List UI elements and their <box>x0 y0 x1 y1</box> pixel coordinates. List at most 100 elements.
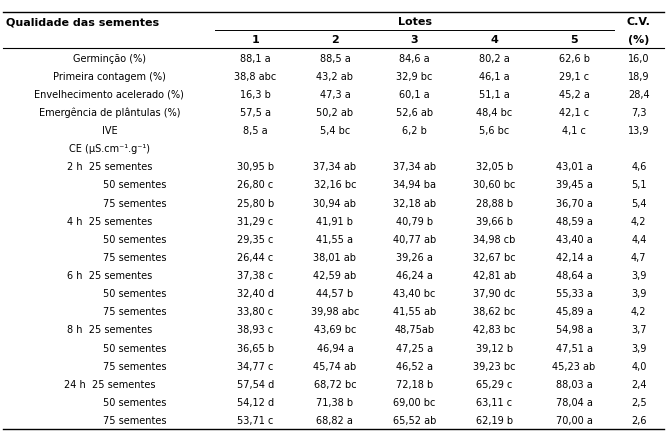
Text: 42,14 a: 42,14 a <box>556 252 592 262</box>
Text: 45,74 ab: 45,74 ab <box>313 361 357 371</box>
Text: 30,60 bc: 30,60 bc <box>473 180 516 190</box>
Text: 38,8 abc: 38,8 abc <box>234 71 276 81</box>
Text: 60,1 a: 60,1 a <box>400 89 430 99</box>
Text: 68,82 a: 68,82 a <box>316 415 354 425</box>
Text: C.V.: C.V. <box>627 17 651 27</box>
Text: 37,34 ab: 37,34 ab <box>393 162 436 172</box>
Text: 33,80 c: 33,80 c <box>237 307 273 317</box>
Text: 4,6: 4,6 <box>631 162 646 172</box>
Text: 28,4: 28,4 <box>628 89 650 99</box>
Text: 4,2: 4,2 <box>631 216 646 226</box>
Text: 3,9: 3,9 <box>631 343 646 353</box>
Text: 55,33 a: 55,33 a <box>556 289 592 299</box>
Text: 50 sementes: 50 sementes <box>103 343 167 353</box>
Text: 42,59 ab: 42,59 ab <box>313 271 357 280</box>
Text: 24 h  25 sementes: 24 h 25 sementes <box>63 379 155 389</box>
Text: 8,5 a: 8,5 a <box>243 126 267 136</box>
Text: 34,77 c: 34,77 c <box>237 361 273 371</box>
Text: 4,7: 4,7 <box>631 252 646 262</box>
Text: 32,67 bc: 32,67 bc <box>473 252 516 262</box>
Text: 46,52 a: 46,52 a <box>396 361 433 371</box>
Text: 40,79 b: 40,79 b <box>396 216 433 226</box>
Text: 6,2 b: 6,2 b <box>402 126 427 136</box>
Text: 41,55 a: 41,55 a <box>316 234 354 244</box>
Text: CE (μS.cm⁻¹.g⁻¹): CE (μS.cm⁻¹.g⁻¹) <box>69 144 150 154</box>
Text: 65,52 ab: 65,52 ab <box>393 415 436 425</box>
Text: 45,23 ab: 45,23 ab <box>552 361 596 371</box>
Text: 2: 2 <box>331 35 339 45</box>
Text: Emergência de plântulas (%): Emergência de plântulas (%) <box>39 107 180 118</box>
Text: Lotes: Lotes <box>398 17 432 27</box>
Text: 50,2 ab: 50,2 ab <box>316 108 354 118</box>
Text: 2,5: 2,5 <box>631 397 646 407</box>
Text: 54,98 a: 54,98 a <box>556 325 592 335</box>
Text: 26,44 c: 26,44 c <box>237 252 273 262</box>
Text: 4 h  25 sementes: 4 h 25 sementes <box>67 216 152 226</box>
Text: 84,6 a: 84,6 a <box>400 53 430 64</box>
Text: 72,18 b: 72,18 b <box>396 379 434 389</box>
Text: 30,95 b: 30,95 b <box>237 162 273 172</box>
Text: Envelhecimento acelerado (%): Envelhecimento acelerado (%) <box>35 89 184 99</box>
Text: 75 sementes: 75 sementes <box>103 198 167 208</box>
Text: 50 sementes: 50 sementes <box>103 180 167 190</box>
Text: 34,98 cb: 34,98 cb <box>473 234 516 244</box>
Text: 29,1 c: 29,1 c <box>559 71 589 81</box>
Text: 3,9: 3,9 <box>631 271 646 280</box>
Text: 38,93 c: 38,93 c <box>237 325 273 335</box>
Text: 36,65 b: 36,65 b <box>237 343 273 353</box>
Text: 5,1: 5,1 <box>631 180 646 190</box>
Text: 69,00 bc: 69,00 bc <box>394 397 436 407</box>
Text: 52,6 ab: 52,6 ab <box>396 108 433 118</box>
Text: 32,16 bc: 32,16 bc <box>313 180 356 190</box>
Text: 50 sementes: 50 sementes <box>103 234 167 244</box>
Text: 29,35 c: 29,35 c <box>237 234 273 244</box>
Text: 75 sementes: 75 sementes <box>103 361 167 371</box>
Text: 75 sementes: 75 sementes <box>103 415 167 425</box>
Text: 57,54 d: 57,54 d <box>237 379 274 389</box>
Text: 47,3 a: 47,3 a <box>319 89 350 99</box>
Text: 38,01 ab: 38,01 ab <box>313 252 356 262</box>
Text: 26,80 c: 26,80 c <box>237 180 273 190</box>
Text: 57,5 a: 57,5 a <box>239 108 271 118</box>
Text: 80,2 a: 80,2 a <box>479 53 510 64</box>
Text: 51,1 a: 51,1 a <box>479 89 510 99</box>
Text: 32,05 b: 32,05 b <box>476 162 513 172</box>
Text: 43,2 ab: 43,2 ab <box>316 71 354 81</box>
Text: Qualidade das sementes: Qualidade das sementes <box>6 17 159 27</box>
Text: 63,11 c: 63,11 c <box>476 397 512 407</box>
Text: 8 h  25 sementes: 8 h 25 sementes <box>67 325 152 335</box>
Text: 5,4 bc: 5,4 bc <box>319 126 350 136</box>
Text: 28,88 b: 28,88 b <box>476 198 513 208</box>
Text: Primeira contagem (%): Primeira contagem (%) <box>53 71 166 81</box>
Text: 1: 1 <box>251 35 259 45</box>
Text: 37,90 dc: 37,90 dc <box>473 289 516 299</box>
Text: 13,9: 13,9 <box>628 126 650 136</box>
Text: 32,40 d: 32,40 d <box>237 289 273 299</box>
Text: 32,9 bc: 32,9 bc <box>396 71 433 81</box>
Text: 41,55 ab: 41,55 ab <box>393 307 436 317</box>
Text: 46,94 a: 46,94 a <box>317 343 354 353</box>
Text: 45,89 a: 45,89 a <box>556 307 592 317</box>
Text: 30,94 ab: 30,94 ab <box>313 198 356 208</box>
Text: 16,0: 16,0 <box>628 53 650 64</box>
Text: 53,71 c: 53,71 c <box>237 415 273 425</box>
Text: 65,29 c: 65,29 c <box>476 379 512 389</box>
Text: 38,62 bc: 38,62 bc <box>473 307 516 317</box>
Text: (%): (%) <box>628 35 650 45</box>
Text: 2,4: 2,4 <box>631 379 646 389</box>
Text: 39,23 bc: 39,23 bc <box>473 361 516 371</box>
Text: 46,1 a: 46,1 a <box>479 71 510 81</box>
Text: 4,0: 4,0 <box>631 361 646 371</box>
Text: 3: 3 <box>411 35 418 45</box>
Text: 25,80 b: 25,80 b <box>237 198 274 208</box>
Text: 54,12 d: 54,12 d <box>237 397 273 407</box>
Text: 42,1 c: 42,1 c <box>559 108 589 118</box>
Text: 39,98 abc: 39,98 abc <box>311 307 359 317</box>
Text: 36,70 a: 36,70 a <box>556 198 592 208</box>
Text: 32,18 ab: 32,18 ab <box>393 198 436 208</box>
Text: 31,29 c: 31,29 c <box>237 216 273 226</box>
Text: 39,66 b: 39,66 b <box>476 216 513 226</box>
Text: 43,01 a: 43,01 a <box>556 162 592 172</box>
Text: 39,26 a: 39,26 a <box>396 252 433 262</box>
Text: 5,4: 5,4 <box>631 198 646 208</box>
